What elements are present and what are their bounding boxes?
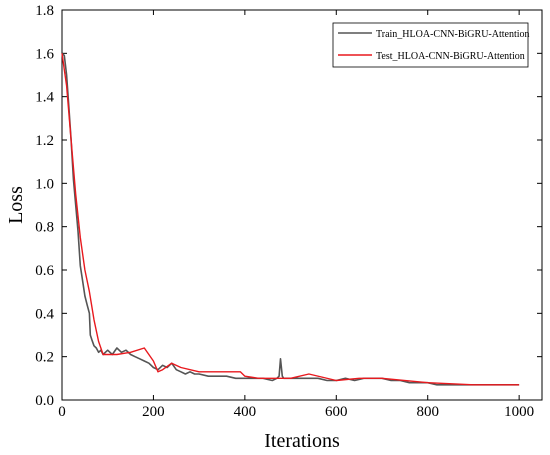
x-tick-label: 800: [416, 404, 439, 420]
y-tick-label: 0.8: [35, 220, 54, 236]
y-tick-label: 1.4: [35, 90, 54, 106]
y-axis-title: Loss: [5, 186, 27, 224]
legend: Train_HLOA-CNN-BiGRU-Attention Test_HLOA…: [332, 22, 530, 68]
y-tick-label: 0.0: [35, 393, 54, 409]
y-tick-label: 1.0: [35, 176, 54, 192]
y-tick-label: 1.8: [35, 3, 54, 19]
plot-frame: [61, 9, 543, 401]
x-tick-label: 200: [142, 404, 165, 420]
series-line-train: [61, 52, 520, 386]
legend-label-train: Train_HLOA-CNN-BiGRU-Attention: [376, 29, 530, 40]
y-tick-label: 1.6: [35, 46, 54, 62]
axis-ticks: 0 200 400 600 800 1000 0.0 0.2 0.4 0.6 0.8 1.0 1.2 1.…: [35, 3, 542, 420]
y-tick-label: 0.6: [35, 263, 54, 279]
x-axis-title: Iterations: [264, 430, 340, 452]
y-tick-label: 0.2: [35, 350, 54, 366]
series-layer: [61, 52, 520, 386]
x-tick-label: 600: [325, 404, 348, 420]
series-line-test: [61, 53, 520, 386]
x-tick-label: 400: [234, 404, 257, 420]
x-tick-label: 0: [58, 404, 66, 420]
x-tick-label: 1000: [504, 404, 534, 420]
y-tick-label: 0.4: [35, 306, 54, 322]
legend-box: [332, 22, 529, 68]
legend-label-test: Test_HLOA-CNN-BiGRU-Attention: [376, 51, 525, 62]
y-tick-label: 1.2: [35, 133, 54, 149]
